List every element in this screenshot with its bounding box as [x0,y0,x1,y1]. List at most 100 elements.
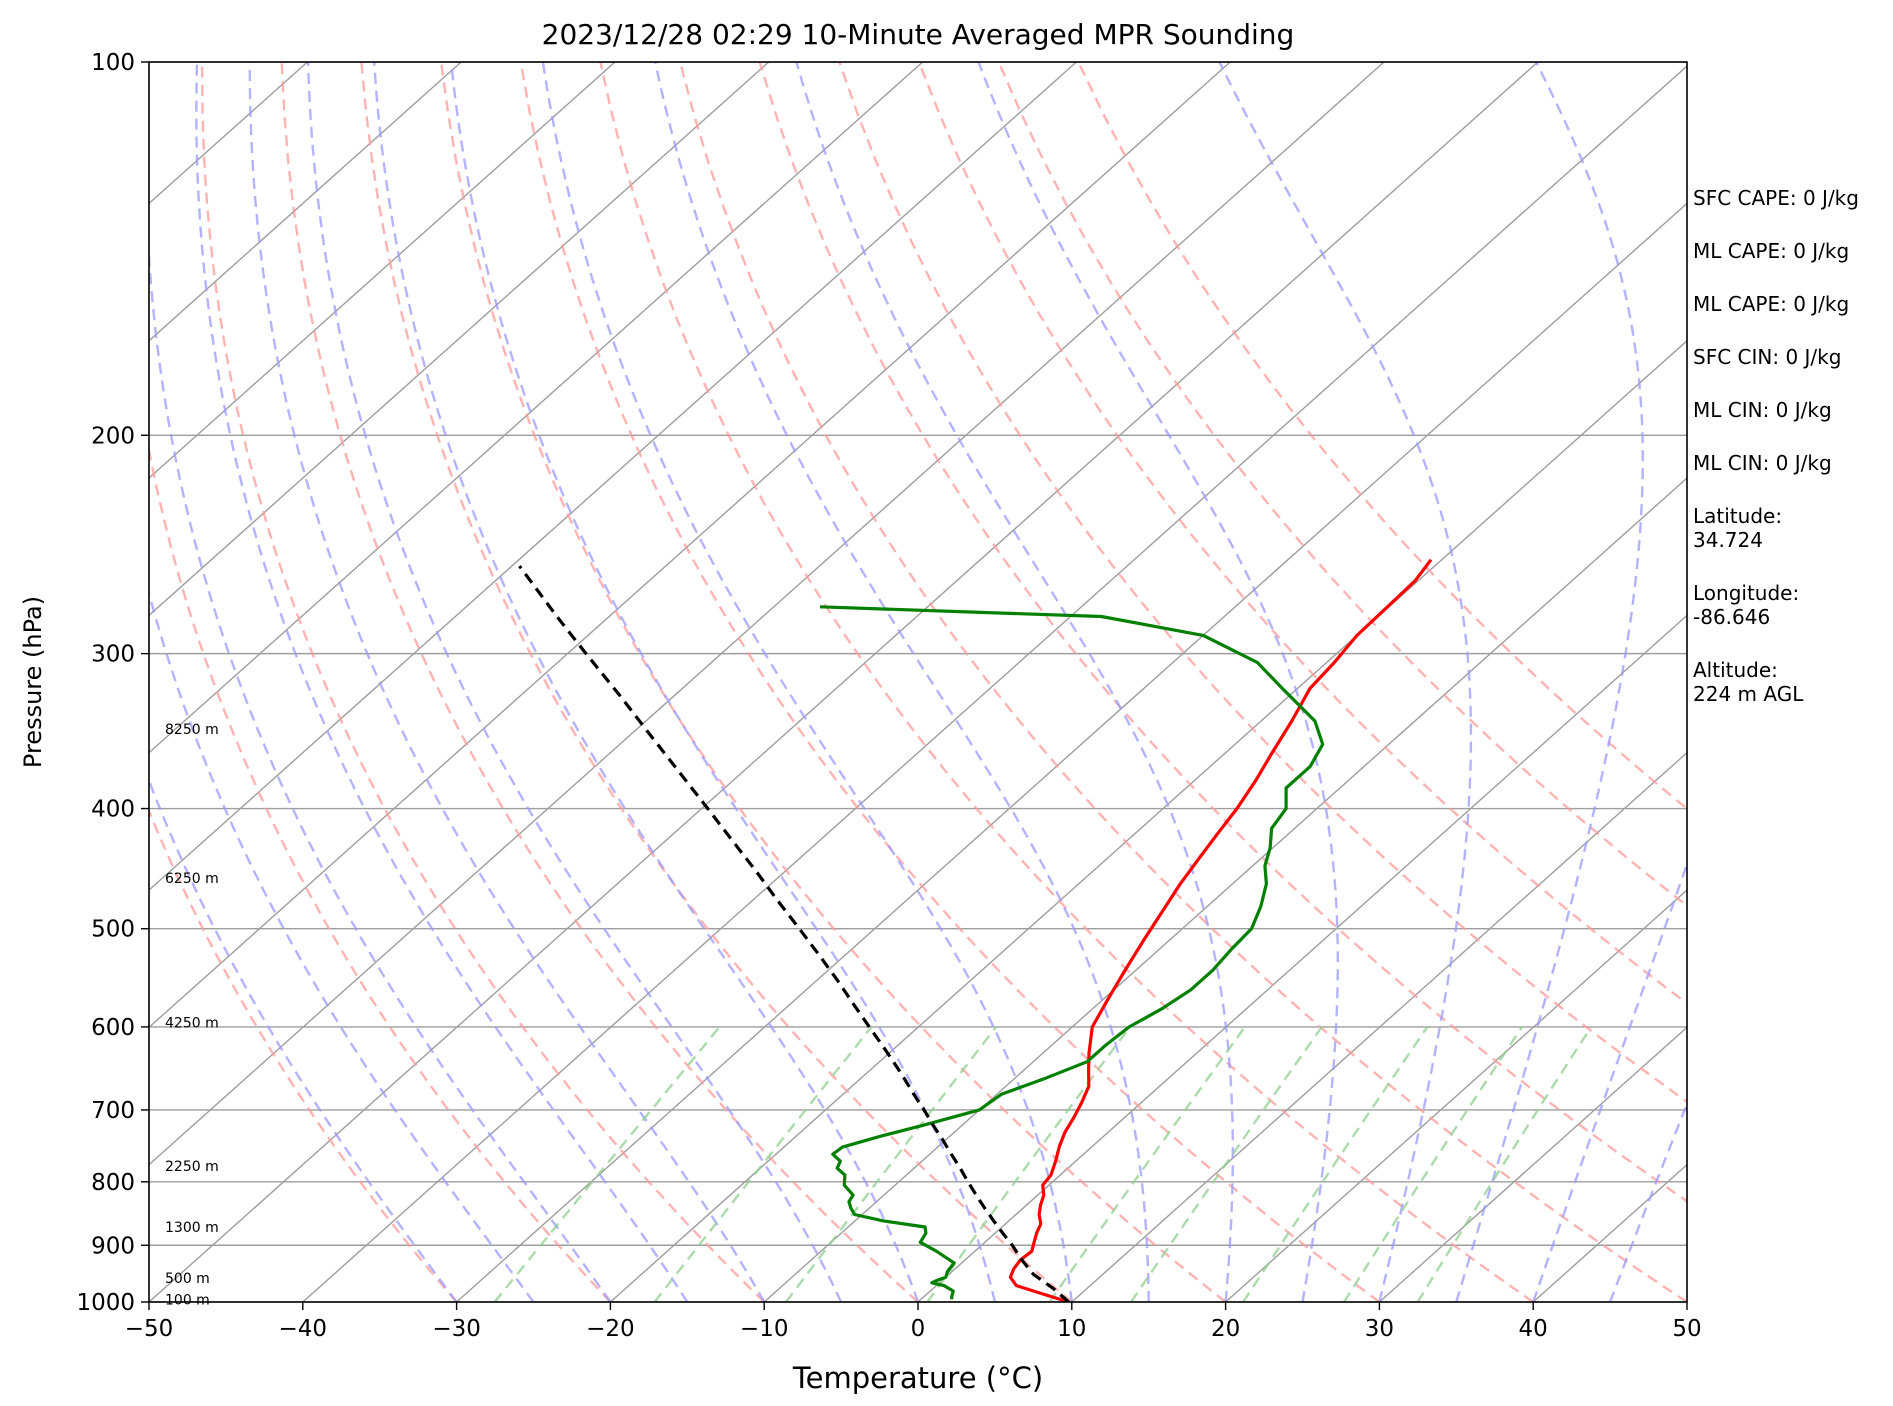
isotherm-line [302,65,1687,1302]
x-tick-label: 40 [1519,1316,1548,1342]
x-tick-label: 50 [1672,1316,1701,1342]
height-label: 4250 m [165,1015,219,1031]
isotherm-line [149,62,616,480]
dry-adiabat-line [360,62,1073,1302]
x-tick-label: −30 [432,1316,481,1342]
mixing-ratio-line [653,1026,873,1302]
x-tick-label: 10 [1057,1316,1086,1342]
isotherm-line [149,62,1077,891]
y-tick-label: 100 [91,50,135,76]
sounding-info-panel: SFC CAPE: 0 J/kg ML CAPE: 0 J/kg ML CAPE… [1693,186,1888,735]
background-lines [149,62,1687,1302]
mixing-ratio-line [493,1026,721,1302]
isotherm-line [1225,889,1687,1302]
dry-adiabat-line [149,444,612,1302]
moist-adiabat-line [541,62,1073,1302]
x-tick-label: −50 [125,1316,174,1342]
moist-adiabat-line [195,62,689,1302]
y-tick-label: 500 [91,917,135,943]
height-label: 2250 m [165,1159,219,1175]
isotherm-line [149,62,770,617]
altitude-label: Altitude: [1693,658,1778,682]
dry-adiabat-line [439,62,1227,1302]
y-tick-label: 1000 [76,1290,135,1316]
height-label: 100 m [165,1292,210,1308]
moist-adiabat-line [149,777,458,1302]
mixing-ratio-line [785,1026,998,1302]
height-label: 8250 m [165,722,219,738]
isotherm-line [456,202,1687,1302]
height-label: 1300 m [165,1220,219,1236]
chart-title: 2023/12/28 02:29 10-Minute Averaged MPR … [542,18,1295,51]
moist-adiabat-line [449,62,997,1302]
isotherm-line [149,62,462,342]
axes-ticks: −50 −40 −30 −20 −10 0 10 20 30 40 50 100 200 300 400 50… [76,50,1701,1342]
moist-adiabat-line [248,62,766,1302]
mixing-ratio-line [1342,1026,1524,1302]
longitude-value: -86.646 [1693,605,1771,629]
x-tick-label: 0 [911,1316,926,1342]
temperature-profile-line [1008,558,1433,1302]
height-label: 6250 m [165,871,219,887]
isotherm-line [1378,1026,1687,1302]
sfc-cin-text: SFC CIN: 0 J/kg [1693,345,1842,369]
dry-adiabat-line [519,62,1381,1302]
dry-adiabat-line [758,62,1687,1203]
y-tick-label: 600 [91,1015,135,1041]
isotherm-line [917,614,1687,1302]
data-series [518,558,1433,1302]
moist-adiabat-line [795,62,1235,1302]
y-tick-label: 900 [91,1233,135,1259]
dry-adiabat-line [678,62,1687,1302]
mixing-ratio-line [1048,1026,1246,1302]
latitude-label: Latitude: [1693,504,1783,528]
mu-cin-text: ML CIN: 0 J/kg [1693,451,1832,475]
moist-adiabat-line [149,589,535,1302]
moist-adiabat-line [1532,860,1687,1302]
mixing-ratio-line [1242,1026,1429,1302]
moist-adiabat-line [149,62,612,1302]
longitude-label: Longitude: [1693,581,1800,605]
x-tick-label: 30 [1365,1316,1394,1342]
ml-cin-text: ML CIN: 0 J/kg [1693,398,1832,422]
x-tick-label: −40 [279,1316,328,1342]
altitude-value: 224 m AGL [1693,682,1804,706]
mixing-ratio-line [1130,1026,1323,1302]
isotherm-line [1071,751,1687,1302]
x-tick-label: 20 [1211,1316,1240,1342]
latitude-value: 34.724 [1693,528,1763,552]
x-tick-label: −20 [586,1316,635,1342]
dry-adiabat-line [1077,62,1687,811]
dry-adiabat-line [838,62,1687,1104]
dry-adiabat-line [280,62,919,1302]
y-tick-label: 300 [91,642,135,668]
x-tick-label: −10 [740,1316,789,1342]
x-axis-title: Temperature (°C) [792,1361,1043,1395]
altitude-info: Altitude: 224 m AGL [1693,658,1888,706]
isotherm-line [149,62,1385,1166]
dry-adiabat-line [200,62,766,1302]
isotherm-line [149,62,924,754]
dewpoint-profile-line [819,605,1325,1300]
y-tick-label: 800 [91,1170,135,1196]
mu-cape-text: ML CAPE: 0 J/kg [1693,292,1850,316]
moist-adiabat-line [1218,62,1473,1302]
parcel-profile-line [518,565,1070,1302]
moist-adiabat-line [654,62,1150,1302]
isotherm-line [149,62,1539,1302]
mixing-ratio-line [1416,1026,1593,1302]
y-tick-label: 200 [91,423,135,449]
dry-adiabat-line [149,808,458,1302]
moist-adiabat-line [373,62,920,1302]
height-label: 500 m [165,1271,210,1287]
ml-cape-text: ML CAPE: 0 J/kg [1693,239,1850,263]
dry-adiabat-line [997,62,1687,908]
y-tick-label: 400 [91,797,135,823]
mixing-ratio-line [926,1026,1131,1302]
y-tick-label: 700 [91,1098,135,1124]
isotherm-line [609,339,1687,1302]
isotherm-line [763,477,1687,1302]
moist-adiabat-line [1608,1100,1687,1302]
moist-adiabat-line [1455,62,1645,1302]
